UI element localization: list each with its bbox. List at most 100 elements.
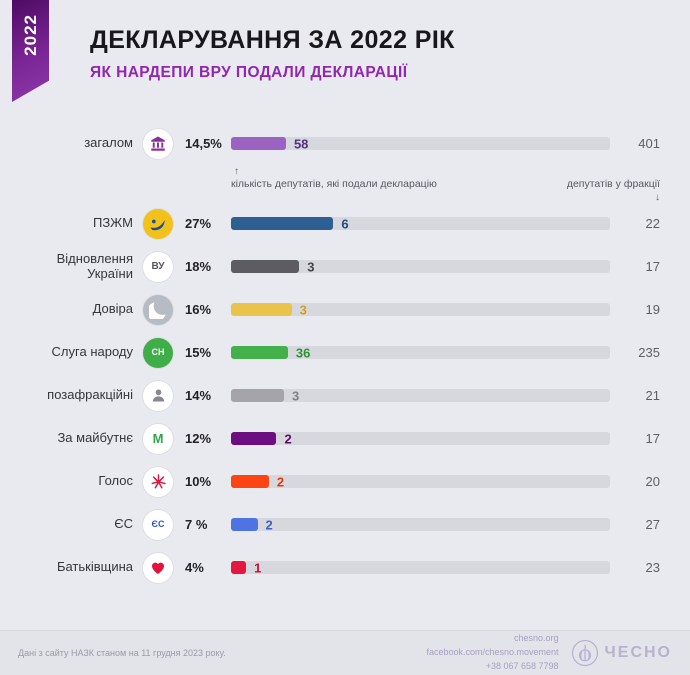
annotation-filed: ↑ кількість депутатів, які подали деклар… [231,165,437,202]
annotation-fraction: депутатів у фракції ↓ [566,165,660,203]
filed-count-label: 3 [307,259,315,274]
bar-zone: 3 [231,259,610,274]
header: ДЕКЛАРУВАННЯ ЗА 2022 РІК ЯК НАРДЕПИ ВРУ … [90,26,455,82]
fraction-total-label: 20 [645,474,660,489]
fraction-total-label: 19 [645,302,660,317]
footer: Дані з сайту НАЗК станом на 11 грудня 20… [0,630,690,675]
party-label: ЄС [114,516,133,532]
percent-label: 12% [185,431,212,446]
bar-fill [231,561,247,574]
chart-row: ПЗЖМ 27% 6 22 [28,202,660,245]
party-label: За майбутнє [57,430,133,446]
party-label: Слуга народу [51,344,133,360]
filed-count-label: 3 [299,302,307,317]
fraction-total-label: 17 [645,431,660,446]
page-title: ДЕКЛАРУВАННЯ ЗА 2022 РІК [90,26,455,54]
bar-fill [231,303,292,316]
party-label: Довіра [92,301,133,317]
garlic-icon [571,639,598,667]
chart-row: загалом 14,5% 58 401 [28,122,660,165]
contacts: chesno.org facebook.com/chesno.movement … [426,632,558,674]
bar-fill [231,217,334,230]
bar-zone: 3 [231,388,610,403]
party-label: загалом [84,135,133,151]
year-ribbon: 2022 [12,0,49,102]
chart-row: ЄС ЄС 7 % 2 27 [28,503,660,546]
percent-label: 14,5% [185,136,222,151]
fraction-total-label: 27 [645,517,660,532]
chart-row: Голос 10% 2 20 [28,460,660,503]
percent-label: 27% [185,216,212,231]
pzjm-icon [143,208,173,239]
chart-rows-container: ПЗЖМ 27% 6 22 Відновлення України ВУ 18%… [28,202,660,589]
bar-track [231,137,610,150]
chart-row: Слуга народу СН 15% 36 235 [28,331,660,374]
filed-count-label: 1 [254,560,262,575]
logo-text: ЧЕСНО [604,644,672,661]
bar-zone: 58 [231,136,610,151]
bar-fill [231,389,285,402]
source-note: Дані з сайту НАЗК станом на 11 грудня 20… [18,648,226,658]
fraction-total-label: 17 [645,259,660,274]
percent-label: 16% [185,302,212,317]
bar-fill [231,260,300,273]
chart-row: позафракційні 14% 3 21 [28,374,660,417]
annotation-fraction-text: депутатів у фракції [566,178,660,190]
bar-track [231,432,610,445]
nonfaction-icon [143,380,173,411]
chart-row: За майбутнє М 12% 2 17 [28,417,660,460]
sluga-icon: СН [143,337,173,368]
party-label: Голос [98,473,133,489]
batkivshchyna-icon [143,552,173,583]
percent-label: 18% [185,259,212,274]
fraction-total-label: 235 [638,345,660,360]
bar-zone: 36 [231,345,610,360]
bar-zone: 2 [231,474,610,489]
party-label: позафракційні [47,387,133,403]
fraction-total-label: 401 [638,136,660,151]
filed-count-label: 6 [341,216,349,231]
facebook-link: facebook.com/chesno.movement [426,647,559,658]
parliament-icon [143,128,173,159]
bar-track [231,389,610,402]
chesno-logo: ЧЕСНО [571,639,672,667]
axis-annotation: ↑ кількість депутатів, які подали деклар… [231,165,660,203]
bar-fill [231,137,286,150]
bar-fill [231,518,258,531]
bar-zone: 2 [231,517,610,532]
footer-contacts-block: chesno.org facebook.com/chesno.movement … [426,632,672,674]
party-label: Відновлення України [56,250,133,281]
bar-track [231,346,610,359]
bar-track [231,260,610,273]
filed-count-label: 2 [284,431,292,446]
fraction-total-label: 23 [645,560,660,575]
website-link: chesno.org [514,633,559,644]
bar-track [231,475,610,488]
bar-fill [231,475,269,488]
filed-count-label: 3 [292,388,300,403]
chart: загалом 14,5% 58 401 ↑ кількість депутат… [0,122,690,589]
chart-row: Батьківщина 4% 1 23 [28,546,660,589]
bar-fill [231,346,288,359]
arrow-down-icon: ↓ [655,192,660,203]
fraction-total-label: 22 [645,216,660,231]
filed-count-label: 2 [265,517,273,532]
es-icon: ЄС [143,509,173,540]
fraction-total-label: 21 [645,388,660,403]
filed-count-label: 2 [276,474,285,489]
phone-number: +38 067 658 7798 [485,660,559,671]
bar-fill [231,432,277,445]
ribbon-year: 2022 [20,14,40,56]
holos-icon [143,466,173,497]
annotation-filed-text: кількість депутатів, які подали декларац… [231,178,437,190]
bar-zone: 1 [231,560,610,575]
percent-label: 10% [185,474,212,489]
percent-label: 15% [185,345,212,360]
bar-track [231,518,610,531]
maybutnie-icon: М [143,423,173,454]
percent-label: 7 % [185,517,208,532]
chart-row: Довіра 16% 3 19 [28,288,660,331]
percent-label: 4% [185,560,204,575]
chart-row: Відновлення України ВУ 18% 3 17 [28,245,660,288]
page-subtitle: ЯК НАРДЕПИ ВРУ ПОДАЛИ ДЕКЛАРАЦІЇ [90,64,408,81]
